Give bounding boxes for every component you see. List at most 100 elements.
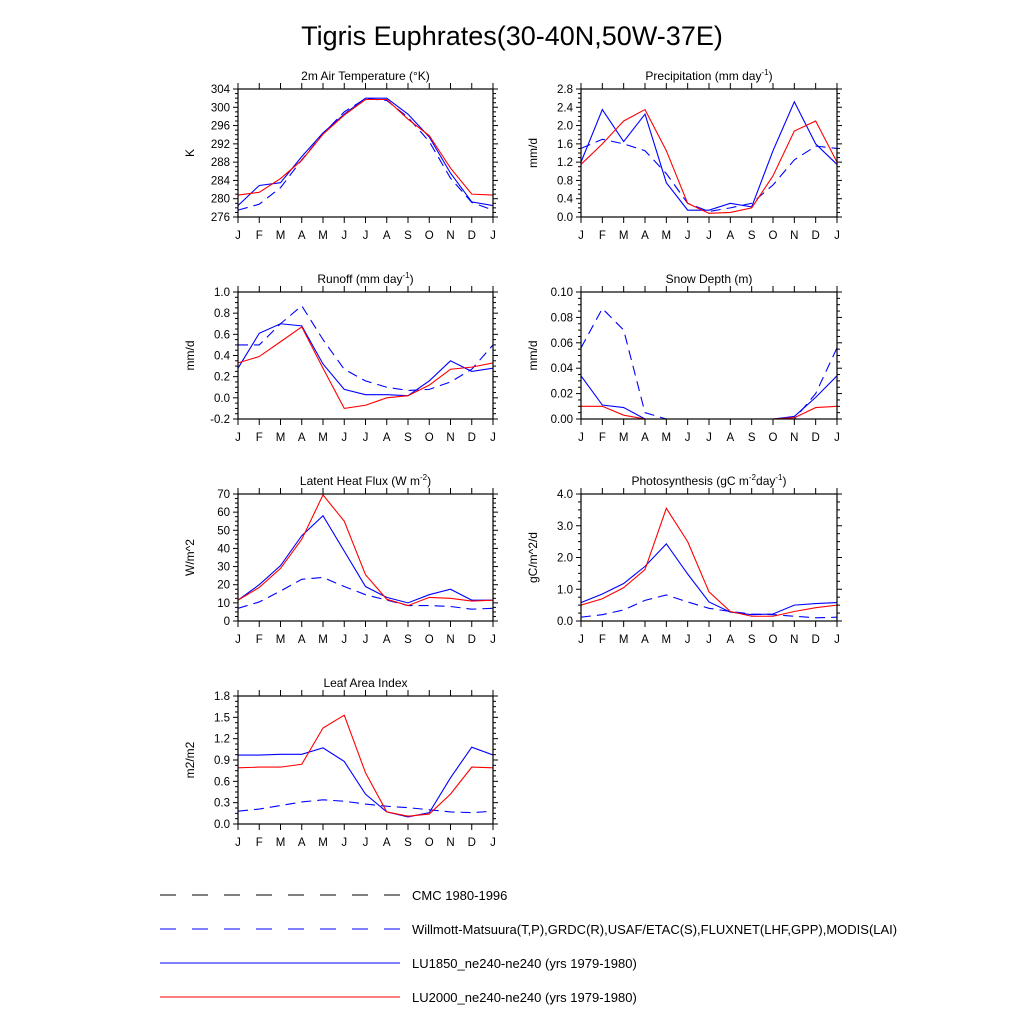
y-tick-label: 0.02: [551, 389, 573, 401]
figure-title: Tigris Euphrates(30-40N,50W-37E): [301, 21, 723, 51]
x-tick-label: O: [425, 837, 434, 849]
panel-title: Precipitation (mm day-1): [645, 68, 772, 83]
series-line: [238, 326, 493, 410]
x-tick-label: F: [256, 432, 263, 444]
series-line: [581, 100, 837, 211]
series-line: [238, 514, 493, 604]
plot-frame: [580, 88, 838, 218]
x-tick-label: M: [318, 432, 328, 444]
y-tick-label: 0.04: [551, 363, 574, 375]
x-tick-label: O: [425, 230, 434, 242]
x-tick-label: J: [490, 634, 496, 646]
y-tick-label: 0.08: [551, 312, 573, 324]
y-tick-label: -0.2: [210, 414, 230, 426]
x-tick-label: A: [383, 432, 391, 444]
y-tick-label: 1.5: [214, 712, 230, 724]
y-tick-label: 0.06: [551, 338, 573, 350]
panels: 2m Air Temperature (°K) K 276 280 284 288 292 2…: [183, 68, 842, 849]
legend-label: LU1850_ne240-ne240 (yrs 1979-1980): [412, 956, 637, 971]
y-tick-label: 0.4: [214, 351, 231, 363]
series-line: [238, 494, 493, 607]
x-tick-label: A: [298, 837, 306, 849]
panel-title-unit: (°K): [406, 69, 430, 83]
x-tick-label: A: [298, 634, 306, 646]
panel-title-superscript: -2: [749, 473, 757, 482]
x-tick-label: S: [404, 634, 412, 646]
y-tick-label: 0.8: [557, 175, 573, 187]
panel-title-unit: (gC m: [713, 474, 749, 488]
panel-title: Leaf Area Index: [323, 676, 407, 690]
y-tick-label: 0.8: [214, 308, 230, 320]
panel-title: Photosynthesis (gC m-2day-1): [632, 473, 787, 488]
series-line: [581, 594, 837, 619]
x-tick-label: J: [363, 837, 369, 849]
series-line: [238, 323, 493, 397]
x-tick-label: D: [812, 634, 820, 646]
y-tick-label: 0.3: [214, 798, 230, 810]
x-tick-label: F: [599, 634, 606, 646]
x-tick-label: J: [685, 230, 691, 242]
x-tick-label: M: [276, 837, 286, 849]
plot-frame: [237, 88, 494, 218]
x-tick-label: A: [383, 837, 391, 849]
panel-title-rest: ): [427, 474, 431, 488]
series-line: [238, 576, 493, 610]
x-tick-label: A: [298, 432, 306, 444]
x-tick-label: N: [446, 634, 454, 646]
series-line: [238, 98, 493, 196]
panel-title-rest: day: [756, 474, 775, 488]
y-tick-label: 0.0: [214, 819, 230, 831]
x-tick-label: N: [790, 432, 798, 444]
x-tick-label: N: [790, 634, 798, 646]
series-line: [581, 405, 837, 419]
legend-item: CMC 1980-1996: [160, 888, 507, 903]
x-tick-label: F: [599, 230, 606, 242]
x-tick-label: J: [578, 432, 584, 444]
panel-3: Runoff (mm day-1) mm/d -0.2 0.0 0.2 0.4 0.6 0.8…: [183, 271, 498, 444]
series-group: [238, 714, 493, 818]
y-tick-label: 288: [211, 157, 230, 169]
legend-label: CMC 1980-1996: [412, 888, 507, 903]
y-tick-label: 0: [224, 616, 230, 628]
y-tick-label: 2.4: [557, 102, 574, 114]
y-tick-label: 304: [211, 84, 231, 96]
y-tick-label: 1.0: [557, 584, 573, 596]
x-tick-label: J: [685, 432, 691, 444]
panel-title-text: Precipitation: [645, 69, 711, 83]
series-group: [238, 494, 493, 610]
x-tick-label: M: [619, 432, 629, 444]
x-tick-label: N: [790, 230, 798, 242]
series-line: [238, 97, 493, 207]
x-tick-label: S: [748, 230, 756, 242]
x-tick-label: J: [706, 432, 712, 444]
x-tick-label: J: [834, 634, 840, 646]
x-tick-label: S: [404, 837, 412, 849]
panel-title-rest: ): [410, 272, 414, 286]
x-tick-label: J: [578, 230, 584, 242]
x-tick-label: M: [318, 230, 328, 242]
x-tick-label: O: [769, 230, 778, 242]
x-tick-label: D: [468, 634, 476, 646]
x-tick-label: J: [363, 634, 369, 646]
panel-title-superscript: -1: [403, 271, 411, 280]
series-group: [238, 304, 493, 410]
y-axis-label: gC/m^2/d: [526, 532, 540, 583]
y-tick-label: 1.0: [214, 287, 230, 299]
series-line: [581, 542, 837, 616]
legend-label: Willmott-Matsuura(T,P),GRDC(R),USAF/ETAC…: [412, 922, 897, 937]
panel-title: Snow Depth (m): [666, 272, 753, 286]
x-tick-label: O: [769, 634, 778, 646]
y-tick-label: 10: [217, 598, 230, 610]
y-tick-label: 60: [217, 507, 230, 519]
panel-6: Photosynthesis (gC m-2day-1) gC/m^2/d 0.0 1…: [526, 473, 842, 646]
x-tick-label: D: [812, 230, 820, 242]
x-tick-label: D: [468, 432, 476, 444]
panel-title-text: 2m Air Temperature: [301, 69, 406, 83]
x-tick-label: J: [578, 634, 584, 646]
x-tick-label: S: [404, 432, 412, 444]
y-tick-label: 40: [217, 543, 230, 555]
x-tick-label: J: [341, 837, 347, 849]
x-tick-label: M: [276, 432, 286, 444]
y-tick-label: 0.0: [557, 212, 573, 224]
x-tick-label: A: [298, 230, 306, 242]
